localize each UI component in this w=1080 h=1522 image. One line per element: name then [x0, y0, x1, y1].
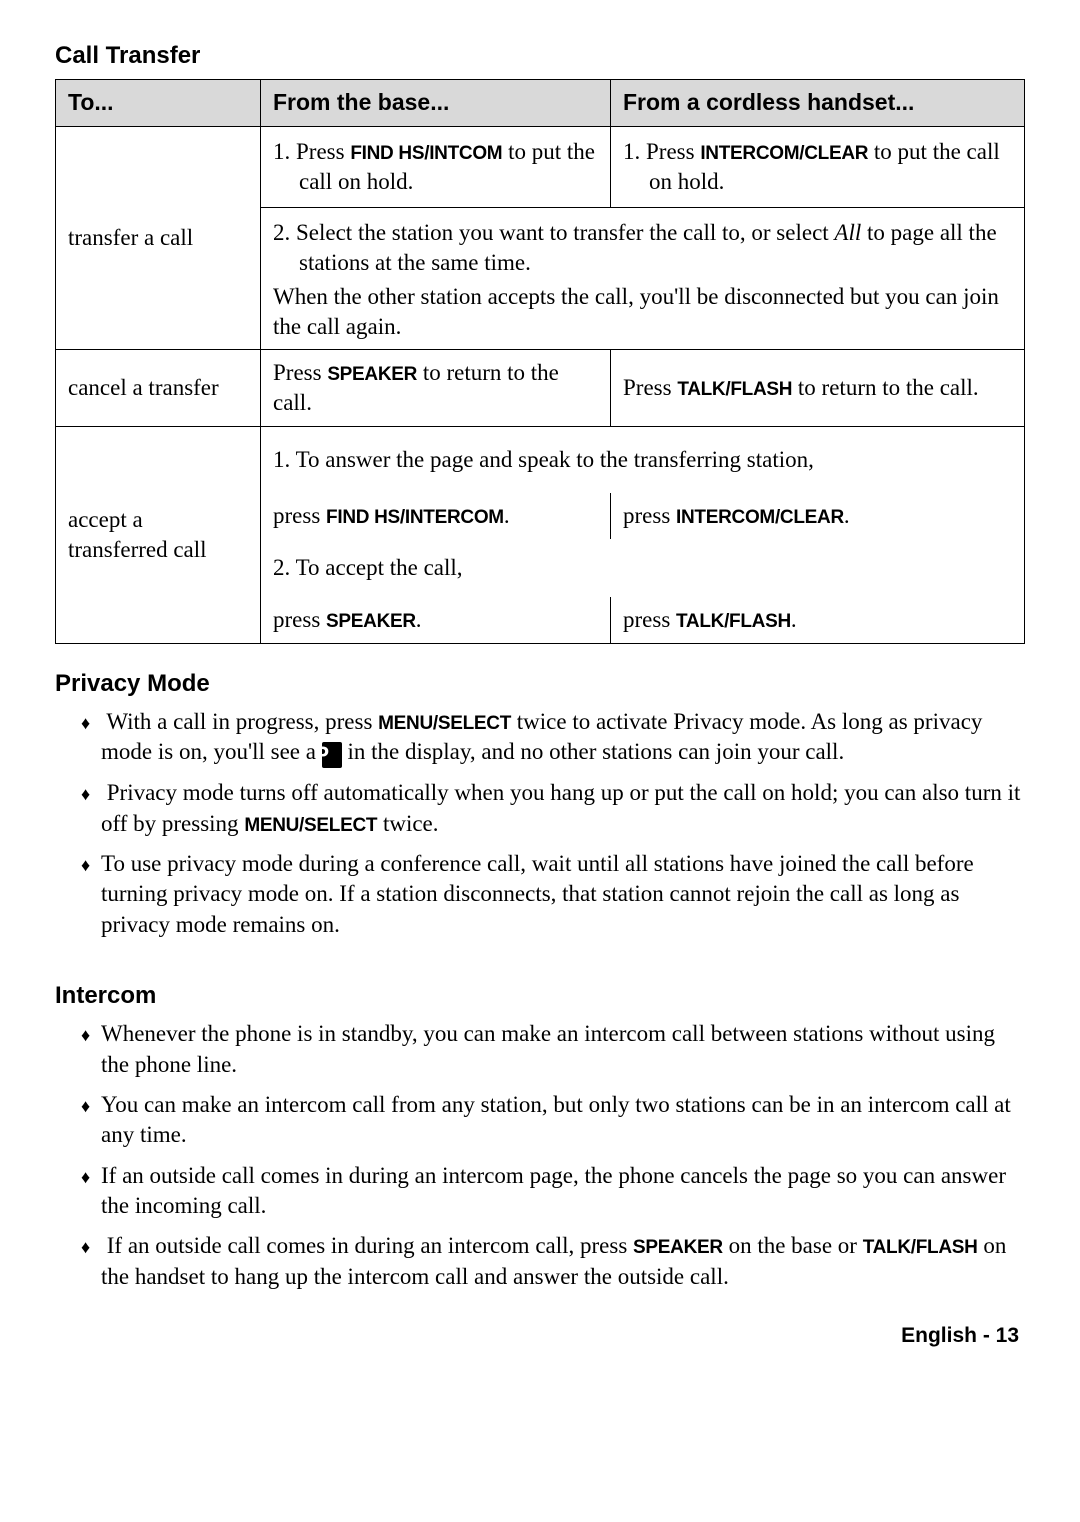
- header-to: To...: [56, 80, 261, 127]
- privacy-mode-list: With a call in progress, press MENU/SELE…: [55, 707, 1025, 940]
- text: press: [623, 503, 676, 528]
- text: With a call in progress, press: [106, 709, 378, 734]
- text: Privacy mode turns off automatically whe…: [101, 780, 1020, 835]
- cell-accept-step2: 2. To accept the call,: [261, 539, 1025, 597]
- text: press: [273, 607, 326, 632]
- text: to return to the call.: [792, 375, 979, 400]
- row-cancel-label: cancel a transfer: [56, 350, 261, 427]
- text: in the display, and no other stations ca…: [342, 739, 845, 764]
- cell-accept-hs-b: press TALK/FLASH.: [611, 597, 1025, 643]
- button-label: FIND HS/INTCOM: [350, 143, 502, 164]
- text: twice.: [377, 811, 438, 836]
- list-item: To use privacy mode during a conference …: [59, 849, 1021, 940]
- header-base: From the base...: [261, 80, 611, 127]
- button-label: SPEAKER: [326, 611, 416, 632]
- text: press: [623, 607, 676, 632]
- text: Press: [623, 375, 677, 400]
- cell-accept-base-b: press SPEAKER.: [261, 597, 611, 643]
- cell-accept-step1: 1. To answer the page and speak to the t…: [261, 427, 1025, 493]
- button-label: SPEAKER: [327, 364, 417, 385]
- cell-transfer-handset: 1. Press INTERCOM/CLEAR to put the call …: [611, 127, 1025, 208]
- header-handset: From a cordless handset...: [611, 80, 1025, 127]
- text: press: [273, 503, 326, 528]
- row-transfer-label: transfer a call: [56, 127, 261, 350]
- row-cancel: cancel a transfer Press SPEAKER to retur…: [56, 350, 1025, 427]
- cell-accept-hs-a: press INTERCOM/CLEAR.: [611, 493, 1025, 539]
- list-item: You can make an intercom call from any s…: [59, 1090, 1021, 1151]
- text: on the base or: [723, 1233, 863, 1258]
- row-transfer: transfer a call 1. Press FIND HS/INTCOM …: [56, 127, 1025, 208]
- button-label: SPEAKER: [633, 1237, 723, 1258]
- button-label: TALK/FLASH: [863, 1237, 978, 1258]
- button-label: FIND HS/INTERCOM: [326, 507, 504, 528]
- button-label: MENU/SELECT: [244, 815, 377, 836]
- text: .: [416, 607, 422, 632]
- text: .: [844, 503, 850, 528]
- table-header-row: To... From the base... From a cordless h…: [56, 80, 1025, 127]
- cell-cancel-handset: Press TALK/FLASH to return to the call.: [611, 350, 1025, 427]
- privacy-mode-heading: Privacy Mode: [55, 668, 1025, 699]
- button-label: MENU/SELECT: [378, 713, 511, 734]
- text: If an outside call comes in during an in…: [107, 1233, 633, 1258]
- list-item: If an outside call comes in during an in…: [59, 1231, 1021, 1292]
- text: 2. Select the station you want to transf…: [273, 220, 834, 245]
- cell-transfer-base: 1. Press FIND HS/INTCOM to put the call …: [261, 127, 611, 208]
- button-label: INTERCOM/CLEAR: [676, 507, 844, 528]
- text: .: [791, 607, 797, 632]
- row-accept-1: accept a transferred call 1. To answer t…: [56, 427, 1025, 493]
- cell-cancel-base: Press SPEAKER to return to the call.: [261, 350, 611, 427]
- text-italic: All: [834, 220, 861, 245]
- text: 1. Press: [273, 139, 350, 164]
- page-footer: English - 13: [55, 1322, 1025, 1349]
- button-label: TALK/FLASH: [677, 379, 792, 400]
- text: When the other station accepts the call,…: [273, 282, 1012, 342]
- intercom-heading: Intercom: [55, 980, 1025, 1011]
- list-item: With a call in progress, press MENU/SELE…: [59, 707, 1021, 768]
- list-item: Whenever the phone is in standby, you ca…: [59, 1019, 1021, 1080]
- list-item: Privacy mode turns off automatically whe…: [59, 778, 1021, 839]
- call-transfer-table: To... From the base... From a cordless h…: [55, 79, 1025, 644]
- cell-transfer-merged: 2. Select the station you want to transf…: [261, 207, 1025, 350]
- row-accept-label: accept a transferred call: [56, 427, 261, 644]
- intercom-list: Whenever the phone is in standby, you ca…: [55, 1019, 1025, 1292]
- cell-accept-base-a: press FIND HS/INTERCOM.: [261, 493, 611, 539]
- text: .: [504, 503, 510, 528]
- call-transfer-heading: Call Transfer: [55, 40, 1025, 71]
- text: Press: [273, 360, 327, 385]
- text: 1. Press: [623, 139, 700, 164]
- list-item: If an outside call comes in during an in…: [59, 1161, 1021, 1222]
- button-label: INTERCOM/CLEAR: [700, 143, 868, 164]
- button-label: TALK/FLASH: [676, 611, 791, 632]
- privacy-p-icon: P: [322, 742, 342, 768]
